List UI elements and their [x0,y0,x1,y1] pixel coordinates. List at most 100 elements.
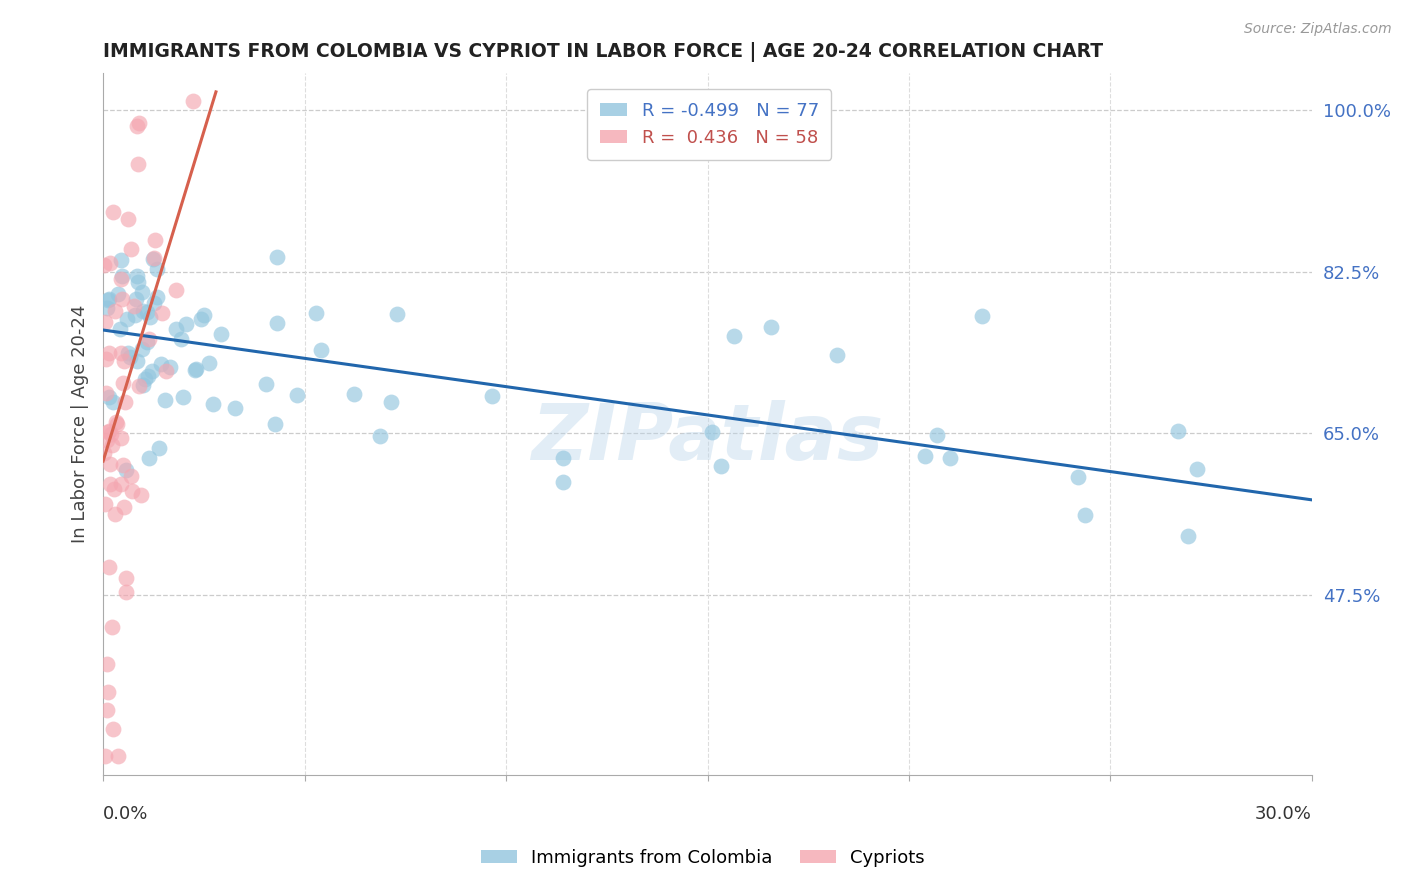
Point [1177,529,1199,543]
Point [107,749,129,764]
Text: ZIPatlas: ZIPatlas [531,401,883,476]
Point [110,431,132,445]
Point [103,395,125,409]
Point [159,360,181,375]
Point [101,620,124,634]
Point [93,258,115,272]
Point [105,417,128,432]
Point [117,345,139,359]
Point [131,285,153,299]
Point [128,115,150,129]
Point [141,364,163,378]
Text: 30.0%: 30.0% [1256,805,1312,823]
Point [385,307,408,321]
Point [125,354,148,368]
Point [135,335,157,350]
Point [723,329,745,343]
Point [112,376,135,390]
Point [112,458,135,473]
Point [111,269,134,284]
Point [146,290,169,304]
Point [198,356,221,370]
Point [96,657,118,672]
Point [142,295,165,310]
Point [97,685,120,699]
Point [114,570,136,584]
Point [96,385,118,400]
Text: 0.0%: 0.0% [103,805,149,823]
Point [190,312,212,326]
Point [1073,508,1095,523]
Point [254,377,277,392]
Text: Source: ZipAtlas.com: Source: ZipAtlas.com [1244,22,1392,37]
Point [96,351,118,366]
Point [101,438,124,452]
Point [827,349,849,363]
Point [98,346,121,360]
Legend: Immigrants from Colombia, Cypriots: Immigrants from Colombia, Cypriots [474,842,932,874]
Point [342,387,364,401]
Point [149,357,172,371]
Point [110,345,132,359]
Point [139,310,162,325]
Point [264,417,287,431]
Point [551,451,574,466]
Point [481,389,503,403]
Point [551,475,574,490]
Point [108,322,131,336]
Point [914,449,936,463]
Point [700,425,723,439]
Point [96,301,118,315]
Point [97,390,120,404]
Point [127,157,149,171]
Point [142,252,165,267]
Point [94,749,117,764]
Point [98,476,121,491]
Point [103,482,125,496]
Point [970,309,993,323]
Point [285,388,308,402]
Point [97,293,120,307]
Point [110,477,132,491]
Point [266,250,288,264]
Point [122,299,145,313]
Point [104,304,127,318]
Point [124,308,146,322]
Point [1067,470,1090,484]
Point [94,315,117,329]
Point [127,119,149,133]
Point [110,252,132,267]
Point [125,269,148,284]
Point [165,322,187,336]
Point [135,304,157,318]
Point [104,507,127,521]
Point [761,320,783,334]
Point [97,559,120,574]
Point [155,364,177,378]
Point [115,585,138,599]
Point [193,309,215,323]
Point [104,415,127,429]
Point [127,275,149,289]
Point [224,401,246,416]
Point [927,428,949,442]
Point [98,256,121,270]
Point [98,457,121,471]
Point [132,304,155,318]
Point [97,425,120,439]
Point [172,391,194,405]
Point [121,484,143,499]
Point [114,395,136,409]
Point [93,446,115,460]
Point [309,343,332,358]
Point [112,500,135,515]
Point [112,354,135,368]
Point [710,458,733,473]
Point [111,292,134,306]
Point [165,283,187,297]
Point [153,393,176,408]
Point [110,272,132,286]
Point [148,441,170,455]
Point [209,326,232,341]
Point [170,332,193,346]
